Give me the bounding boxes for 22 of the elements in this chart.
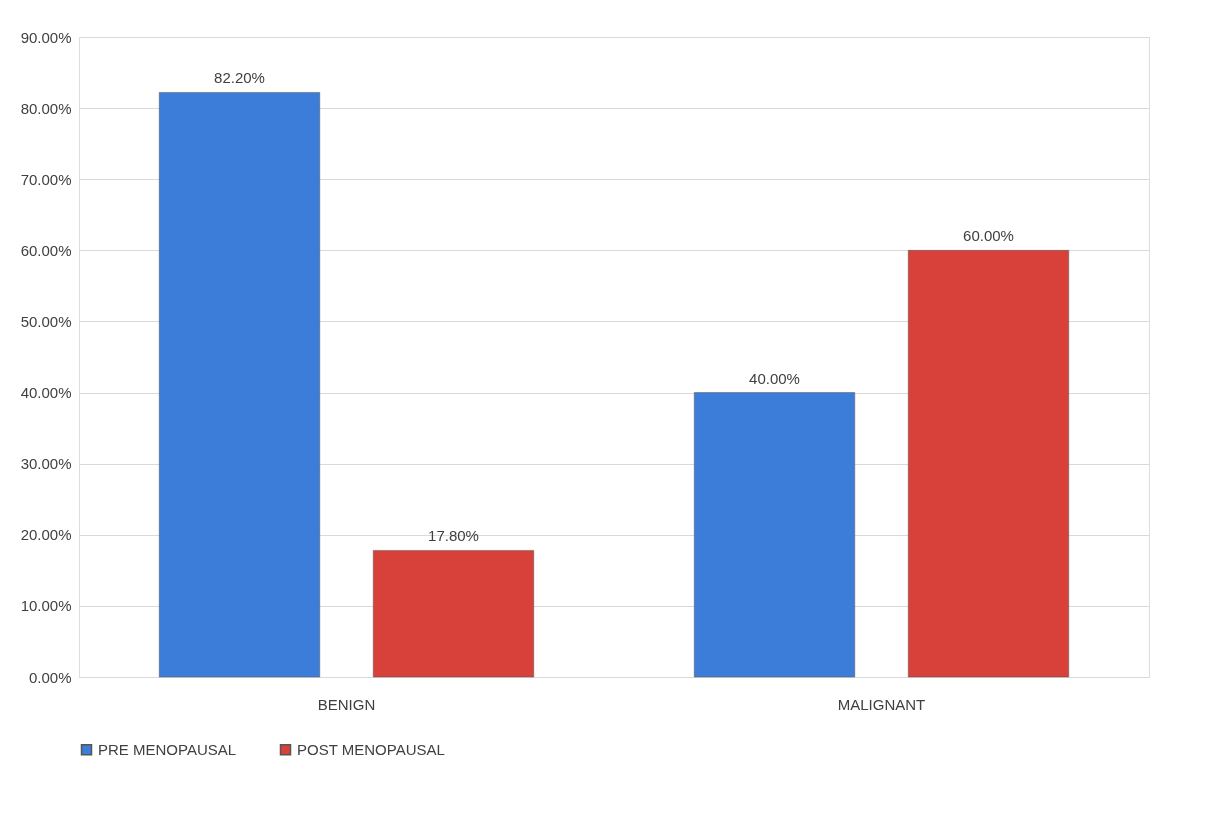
y-tick-label: 20.00% <box>20 526 72 544</box>
y-tick-label: 50.00% <box>20 312 72 330</box>
legend-label: POST MENOPAUSAL <box>297 740 445 758</box>
data-label: 60.00% <box>963 227 1014 245</box>
y-tick-label: 70.00% <box>20 170 72 188</box>
x-tick-label: MALIGNANT <box>837 695 926 713</box>
legend-label: PRE MENOPAUSAL <box>98 740 237 758</box>
x-tick-label: BENIGN <box>317 695 376 713</box>
y-tick-label: 40.00% <box>20 384 72 402</box>
data-label: 82.20% <box>214 69 265 87</box>
y-tick-label: 60.00% <box>20 241 72 259</box>
data-label: 40.00% <box>749 369 800 387</box>
bar <box>908 250 1069 678</box>
bar <box>373 550 534 678</box>
y-tick-label: 0.00% <box>28 668 72 686</box>
y-tick-label: 30.00% <box>20 455 72 473</box>
bar <box>694 392 855 678</box>
data-label: 17.80% <box>428 527 479 545</box>
y-tick-label: 80.00% <box>20 99 72 117</box>
y-tick-label: 90.00% <box>20 28 72 46</box>
bar <box>159 92 320 678</box>
y-tick-label: 10.00% <box>20 597 72 615</box>
